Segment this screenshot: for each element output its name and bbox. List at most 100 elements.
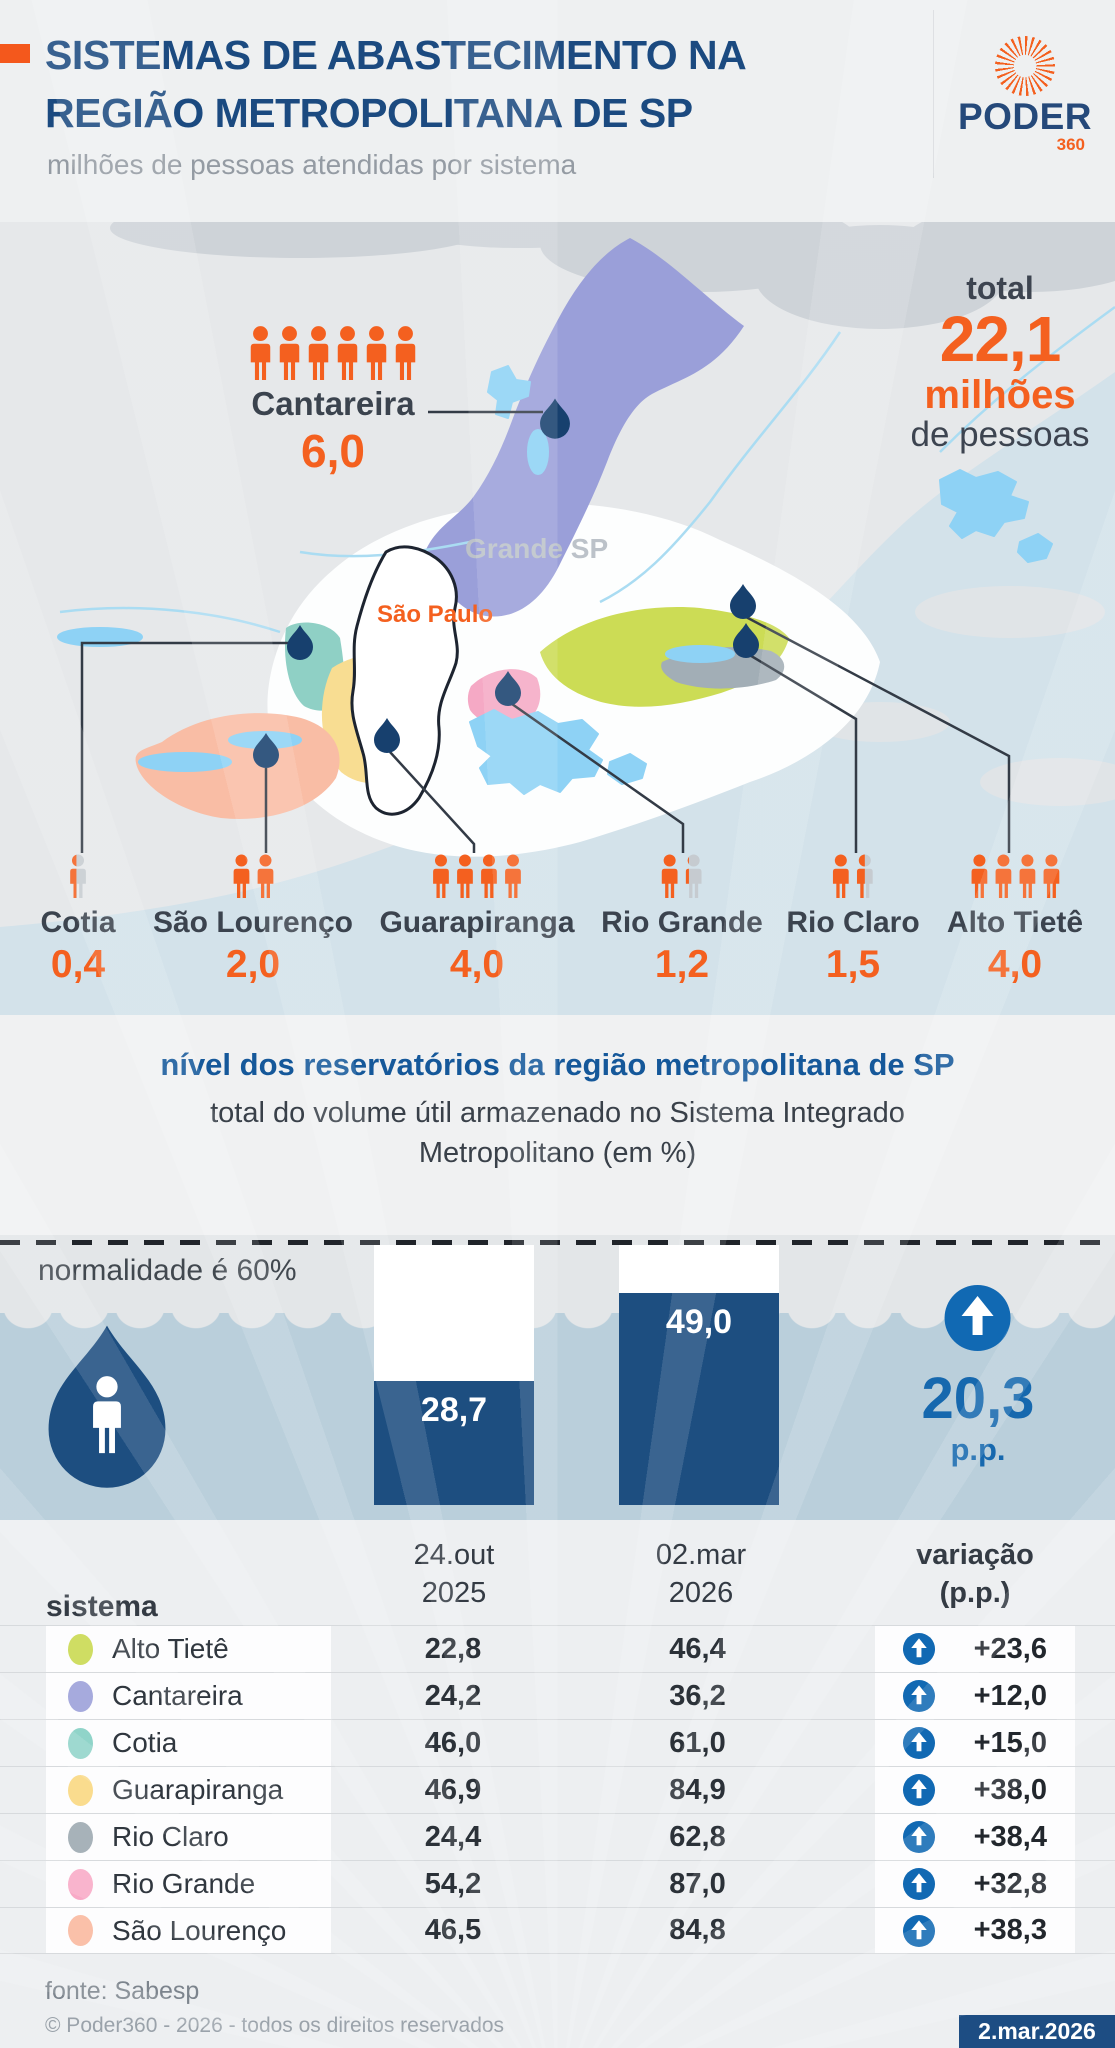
value-24out2025: 46,5: [424, 1914, 482, 1946]
date-badge: 2.mar.2026: [959, 2015, 1115, 2048]
system-name: Cotia: [112, 1727, 178, 1758]
person-icon: [662, 854, 678, 898]
value-24out2025: 46,0: [424, 1726, 482, 1759]
person-icon: [337, 326, 358, 380]
map-lakes: [57, 365, 1053, 795]
system-name: Rio Grande: [112, 1868, 256, 1899]
system-value: 4,0: [987, 943, 1043, 986]
water-background: [0, 1313, 1115, 1520]
person-icon: [433, 854, 449, 898]
spacer: [820, 1908, 875, 1953]
total-label: total: [966, 270, 1034, 306]
value-24out2025: 24,4: [424, 1820, 482, 1853]
value-02mar2026: 62,8: [669, 1820, 726, 1853]
map-north-land: [110, 222, 1115, 329]
system-value: 2,0: [225, 943, 281, 986]
value-02mar2026: 87,0: [669, 1867, 726, 1900]
reservoir-subtitle-line1: total do volume útil armazenado no Siste…: [210, 1097, 905, 1129]
accent-bar: [0, 44, 30, 63]
spacer: [820, 1673, 875, 1719]
spacer: [820, 1814, 875, 1860]
variation-cell: +32,8: [875, 1861, 1075, 1907]
variation-value: +15,0: [973, 1726, 1047, 1759]
table-row-guarapiranga: Guarapiranga 46,9 84,9 +38,0: [0, 1766, 1115, 1813]
region-cantareira: [424, 238, 744, 617]
system-color-dot: [68, 1821, 93, 1853]
bar-value-24out2025: 28,7: [420, 1391, 488, 1429]
bar-02mar2026: 49,0: [619, 1245, 779, 1505]
value-24out2025: 54,2: [424, 1867, 482, 1900]
people-icons: [947, 854, 1083, 900]
up-arrow-icon: [902, 1632, 936, 1666]
date1-line2: 2025: [421, 1577, 487, 1610]
cantareira-value: 6,0: [301, 425, 365, 477]
bar-chart-section: normalidade é 60% 28,7 49,0 20,3 p.p.: [0, 1235, 1115, 1520]
reservoir-subtitle-line2: Metropolitano (em %): [418, 1137, 697, 1170]
system-name: Rio Claro: [786, 906, 920, 939]
up-arrow-icon: [902, 1820, 936, 1854]
person-icon: [1019, 854, 1035, 898]
header: SISTEMAS DE ABASTECIMENTO NA REGIÃO METR…: [0, 0, 1115, 222]
person-icon: [257, 854, 273, 898]
system-color-dot: [68, 1774, 93, 1806]
people-icons: [786, 854, 919, 900]
date1-line1: 24.out: [413, 1539, 495, 1571]
bar-fill-02mar2026: [619, 1293, 779, 1505]
sao-paulo-label: São Paulo: [377, 601, 493, 628]
title-line-1: SISTEMAS DE ABASTECIMENTO NA: [45, 32, 747, 78]
person-icon: [308, 326, 329, 380]
total-value: 22,1: [939, 302, 1062, 375]
table-header-date2: 02.mar 2026: [656, 1536, 746, 1613]
value-02mar2026: 46,4: [669, 1632, 726, 1665]
copyright-label: © Poder360 - 2026 - todos os direitos re…: [45, 2014, 505, 2037]
systems-table-section: sistema 24.out 2025 02.mar 2026 variação…: [0, 1520, 1115, 1965]
person-icon: [833, 854, 849, 898]
variation-block: 20,3 p.p.: [922, 1283, 1034, 1468]
variation-value: +23,6: [973, 1632, 1047, 1665]
person-icon: [70, 854, 86, 898]
person-icon: [505, 854, 521, 898]
person-icon: [250, 326, 271, 380]
value-02mar2026: 61,0: [669, 1726, 726, 1759]
variation-value: +32,8: [973, 1867, 1047, 1900]
system-name: Cotia: [40, 906, 116, 939]
grande-sp-label: Grande SP: [465, 533, 608, 564]
value-02mar2026: 36,2: [669, 1679, 726, 1712]
map-section: Grande SP São Paulo total 22,1 milhões d…: [0, 222, 1115, 1015]
table-rows: Alto Tietê 22,8 46,4 +23,6 Cantareira 24,2 36,…: [0, 1625, 1115, 1954]
variation-unit: p.p.: [950, 1432, 1006, 1467]
variation-cell: +15,0: [875, 1720, 1075, 1766]
variation-cell: +38,0: [875, 1767, 1075, 1813]
system-name: Guarapiranga: [379, 906, 575, 939]
water-drop-person-icon: [48, 1325, 166, 1488]
spacer: [820, 1767, 875, 1813]
people-icons: [41, 854, 116, 900]
table-row-cantareira: Cantareira 24,2 36,2 +12,0: [0, 1672, 1115, 1719]
variation-cell: +23,6: [875, 1626, 1075, 1672]
up-arrow-icon: [902, 1773, 936, 1807]
person-icon: [686, 854, 702, 898]
person-icon: [457, 854, 473, 898]
poder360-logo: PODER 360: [955, 36, 1095, 155]
up-arrow-icon: [902, 1726, 936, 1760]
total-suffix: de pessoas: [910, 415, 1090, 455]
reservoir-section-header: nível dos reservatórios da região metrop…: [0, 1015, 1115, 1235]
logo-360: 360: [1056, 134, 1085, 154]
variation-cell: +38,3: [875, 1908, 1075, 1953]
table-row-cotia: Cotia 46,0 61,0 +15,0: [0, 1719, 1115, 1766]
variation-cell: +38,4: [875, 1814, 1075, 1860]
up-arrow-icon: [943, 1283, 1013, 1353]
person-icon: [279, 326, 300, 380]
person-icon: [395, 326, 416, 380]
table-row-são-lourenço: São Lourenço 46,5 84,8 +38,3: [0, 1907, 1115, 1954]
normal-level-label: normalidade é 60%: [38, 1254, 297, 1287]
person-icon: [971, 854, 987, 898]
system-color-dot: [68, 1633, 93, 1665]
system-value: 1,5: [825, 943, 881, 986]
header-divider: [933, 10, 934, 178]
person-icon: [995, 854, 1011, 898]
reservoir-subtitle: total do volume útil armazenado no Siste…: [0, 1093, 1115, 1173]
table-row-rio-claro: Rio Claro 24,4 62,8 +38,4: [0, 1813, 1115, 1860]
system-callout-guarapiranga: Guarapiranga 4,0: [379, 854, 575, 987]
person-icon: [857, 854, 873, 898]
